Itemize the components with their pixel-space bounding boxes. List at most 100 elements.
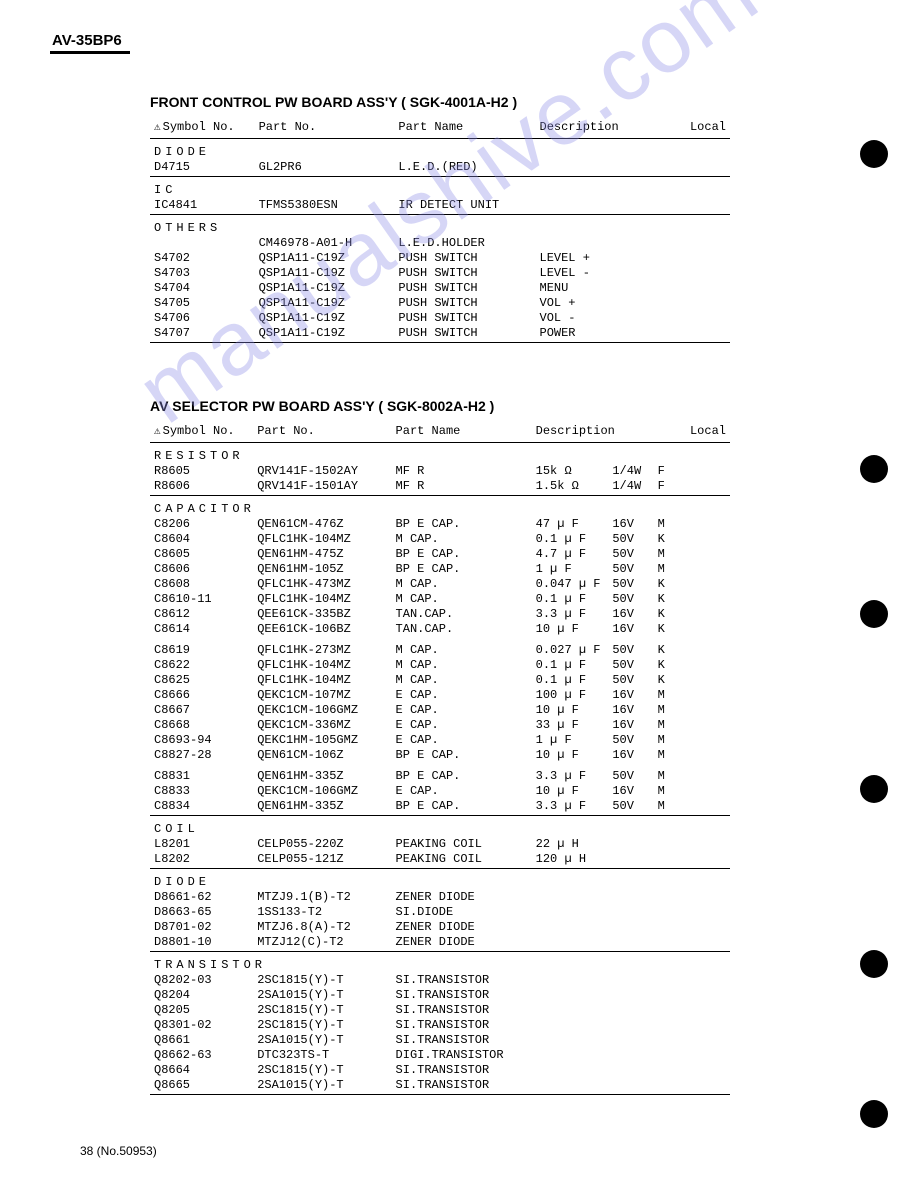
cell-name: M CAP. [392, 658, 532, 673]
cell-desc1: 47 µ F [532, 517, 609, 532]
punch-hole [860, 950, 888, 978]
cell-desc3: M [654, 517, 686, 532]
group-label: DIODE [150, 145, 730, 160]
cell-name: PEAKING COIL [392, 852, 532, 869]
cell-desc3: M [654, 748, 686, 763]
cell-part: CELP055-121Z [253, 852, 391, 869]
cell-name: BP E CAP. [392, 562, 532, 577]
cell-desc1 [532, 973, 609, 988]
cell-name: M CAP. [392, 532, 532, 547]
table-row: L8202CELP055-121ZPEAKING COIL120 µ H [150, 852, 730, 869]
cell-desc2: 50V [608, 532, 653, 547]
cell-desc3 [654, 920, 686, 935]
cell-symbol: C8206 [150, 517, 253, 532]
cell-name: BP E CAP. [392, 799, 532, 816]
cell-symbol: C8605 [150, 547, 253, 562]
section1-table: ⚠Symbol No.Part No.Part NameDescriptionL… [150, 118, 730, 343]
cell-desc1 [532, 1033, 609, 1048]
cell-name: BP E CAP. [392, 547, 532, 562]
cell-desc1: POWER [536, 326, 611, 343]
cell-part: QFLC1HK-104MZ [253, 673, 391, 688]
cell-desc3 [654, 1063, 686, 1078]
cell-desc1: 33 µ F [532, 718, 609, 733]
cell-name: E CAP. [392, 733, 532, 748]
cell-desc1: MENU [536, 281, 611, 296]
table-row: C8831QEN61HM-335ZBP E CAP.3.3 µ F50VM [150, 769, 730, 784]
group-label: CAPACITOR [150, 502, 730, 517]
table-row: C8666QEKC1CM-107MZE CAP.100 µ F16VM [150, 688, 730, 703]
table-row: Q82052SC1815(Y)-TSI.TRANSISTOR [150, 1003, 730, 1018]
cell-desc2: 50V [608, 562, 653, 577]
table-row: IC4841TFMS5380ESNIR DETECT UNIT [150, 198, 730, 215]
cell-symbol: Q8202-03 [150, 973, 253, 988]
page-number: 38 (No.50953) [80, 1144, 157, 1158]
table-row: S4702QSP1A11-C19ZPUSH SWITCHLEVEL + [150, 251, 730, 266]
cell-symbol: S4704 [150, 281, 255, 296]
cell-desc3 [652, 160, 686, 177]
cell-name: E CAP. [392, 688, 532, 703]
cell-part: 2SA1015(Y)-T [253, 988, 391, 1003]
cell-local [686, 577, 730, 592]
col-name: Part Name [392, 422, 532, 442]
cell-desc3: K [654, 532, 686, 547]
punch-hole [860, 140, 888, 168]
cell-desc3: M [654, 733, 686, 748]
cell-desc1: 1.5k Ω [532, 479, 609, 496]
table-row: D8661-62MTZJ9.1(B)-T2ZENER DIODE [150, 890, 730, 905]
cell-part: QEN61HM-335Z [253, 769, 391, 784]
table-header-row: ⚠Symbol No.Part No.Part NameDescriptionL… [150, 422, 730, 442]
cell-local [686, 326, 730, 343]
cell-local [686, 890, 730, 905]
cell-desc1: 10 µ F [532, 784, 609, 799]
cell-desc3: K [654, 592, 686, 607]
cell-part: QEE61CK-106BZ [253, 622, 391, 637]
cell-part: TFMS5380ESN [255, 198, 395, 215]
cell-local [686, 935, 730, 952]
cell-desc3: M [654, 562, 686, 577]
cell-desc3 [654, 905, 686, 920]
cell-desc3 [654, 935, 686, 952]
group-label: IC [150, 183, 730, 198]
cell-desc1 [532, 1018, 609, 1033]
cell-name: SI.TRANSISTOR [392, 973, 532, 988]
punch-hole [860, 600, 888, 628]
cell-part: QFLC1HK-473MZ [253, 577, 391, 592]
cell-desc2 [608, 837, 653, 852]
cell-part: 2SA1015(Y)-T [253, 1078, 391, 1095]
table-row: C8668QEKC1CM-336MZE CAP.33 µ F16VM [150, 718, 730, 733]
cell-local [686, 532, 730, 547]
cell-desc2: 50V [608, 673, 653, 688]
cell-desc2: 50V [608, 769, 653, 784]
cell-desc1 [532, 905, 609, 920]
cell-part: MTZJ9.1(B)-T2 [253, 890, 391, 905]
cell-name: M CAP. [392, 673, 532, 688]
cell-desc1 [532, 1048, 609, 1063]
cell-local [686, 607, 730, 622]
cell-name: SI.TRANSISTOR [392, 1003, 532, 1018]
cell-symbol: S4702 [150, 251, 255, 266]
cell-desc2 [608, 973, 653, 988]
cell-symbol: S4707 [150, 326, 255, 343]
section2-table: ⚠Symbol No.Part No.Part NameDescriptionL… [150, 422, 730, 1095]
cell-desc2 [611, 281, 653, 296]
cell-part: QEKC1CM-107MZ [253, 688, 391, 703]
cell-desc3 [652, 326, 686, 343]
cell-desc2: 50V [608, 547, 653, 562]
cell-desc2 [608, 920, 653, 935]
group-label: TRANSISTOR [150, 958, 730, 973]
table-row: Q8662-63DTC323TS-TDIGI.TRANSISTOR [150, 1048, 730, 1063]
col-name: Part Name [394, 118, 535, 138]
table-row: S4706QSP1A11-C19ZPUSH SWITCHVOL - [150, 311, 730, 326]
cell-part: 2SC1815(Y)-T [253, 1018, 391, 1033]
cell-desc1 [532, 920, 609, 935]
col-part: Part No. [253, 422, 391, 442]
cell-desc2: 1/4W [608, 479, 653, 496]
cell-desc2: 16V [608, 748, 653, 763]
section1-title: FRONT CONTROL PW BOARD ASS'Y ( SGK-4001A… [150, 94, 868, 110]
cell-part: CELP055-220Z [253, 837, 391, 852]
cell-desc1: 3.3 µ F [532, 769, 609, 784]
cell-symbol: C8666 [150, 688, 253, 703]
table-row: C8667QEKC1CM-106GMZE CAP.10 µ F16VM [150, 703, 730, 718]
cell-part: 2SC1815(Y)-T [253, 1063, 391, 1078]
cell-desc1: LEVEL - [536, 266, 611, 281]
